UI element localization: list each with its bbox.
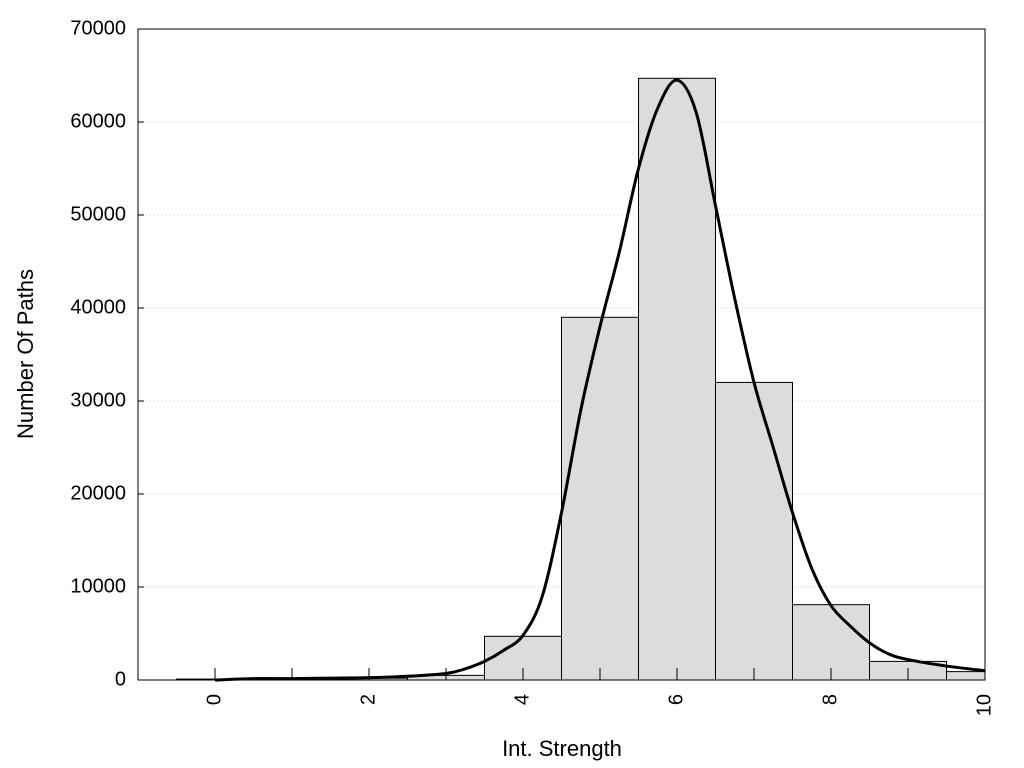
y-tick-label: 10000 <box>70 575 126 597</box>
x-axis-ticks: 0 2 4 6 8 10 <box>203 668 995 716</box>
y-tick-label: 60000 <box>70 110 126 132</box>
x-tick-label: 8 <box>819 694 841 705</box>
y-axis-title: Number Of Paths <box>13 269 38 439</box>
y-tick-label: 40000 <box>70 296 126 318</box>
histogram-bar <box>946 671 986 681</box>
density-curve-line <box>214 78 986 682</box>
density-curve <box>214 78 986 682</box>
y-tick-label: 0 <box>115 668 126 690</box>
histogram-bar <box>638 77 716 681</box>
histogram-bars <box>176 77 986 681</box>
y-tick-label: 70000 <box>70 17 126 39</box>
x-axis-title: Int. Strength <box>502 736 622 761</box>
x-tick-label: 10 <box>973 694 995 716</box>
y-tick-label: 20000 <box>70 482 126 504</box>
histogram-bar <box>715 381 793 681</box>
y-axis-ticks: 0 10000 20000 30000 40000 50000 60000 70000 <box>70 17 144 690</box>
histogram-bar <box>792 604 870 681</box>
x-tick-label: 6 <box>665 694 687 705</box>
histogram-bar <box>561 316 639 681</box>
plot-frame <box>137 28 986 681</box>
x-tick-label: 0 <box>203 694 225 705</box>
y-tick-label: 30000 <box>70 389 126 411</box>
x-tick-label: 4 <box>511 694 533 705</box>
y-tick-label: 50000 <box>70 203 126 225</box>
x-tick-label: 2 <box>357 694 379 705</box>
